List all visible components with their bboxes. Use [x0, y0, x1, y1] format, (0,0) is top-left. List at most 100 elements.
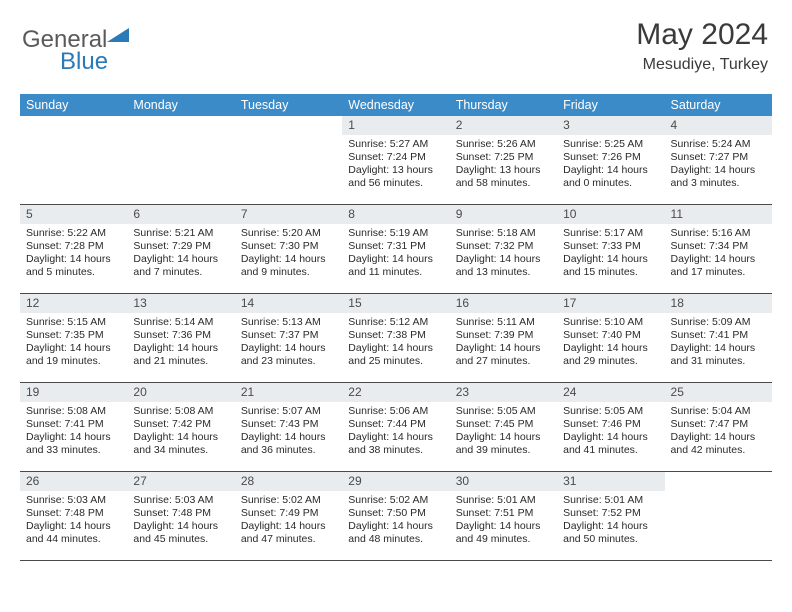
daylight-text: Daylight: 14 hours and 29 minutes.: [563, 342, 658, 368]
sunrise-text: Sunrise: 5:05 AM: [563, 405, 658, 418]
sunrise-text: Sunrise: 5:03 AM: [133, 494, 228, 507]
day-cell: 1Sunrise: 5:27 AMSunset: 7:24 PMDaylight…: [342, 116, 449, 204]
sunrise-text: Sunrise: 5:19 AM: [348, 227, 443, 240]
sunrise-text: Sunrise: 5:21 AM: [133, 227, 228, 240]
sunset-text: Sunset: 7:25 PM: [456, 151, 551, 164]
sunrise-text: Sunrise: 5:27 AM: [348, 138, 443, 151]
day-content: Sunrise: 5:04 AMSunset: 7:47 PMDaylight:…: [665, 402, 772, 462]
sunrise-text: Sunrise: 5:07 AM: [241, 405, 336, 418]
day-content: Sunrise: 5:15 AMSunset: 7:35 PMDaylight:…: [20, 313, 127, 373]
week-row: 12Sunrise: 5:15 AMSunset: 7:35 PMDayligh…: [20, 294, 772, 383]
sunset-text: Sunset: 7:33 PM: [563, 240, 658, 253]
day-cell: [20, 116, 127, 204]
daylight-text: Daylight: 14 hours and 15 minutes.: [563, 253, 658, 279]
daylight-text: Daylight: 14 hours and 25 minutes.: [348, 342, 443, 368]
day-number: [20, 116, 127, 135]
day-number: 24: [557, 383, 664, 402]
sunrise-text: Sunrise: 5:02 AM: [241, 494, 336, 507]
day-content: Sunrise: 5:01 AMSunset: 7:52 PMDaylight:…: [557, 491, 664, 551]
day-number: 4: [665, 116, 772, 135]
sunset-text: Sunset: 7:24 PM: [348, 151, 443, 164]
daylight-text: Daylight: 14 hours and 11 minutes.: [348, 253, 443, 279]
sunrise-text: Sunrise: 5:20 AM: [241, 227, 336, 240]
day-content: Sunrise: 5:08 AMSunset: 7:42 PMDaylight:…: [127, 402, 234, 462]
day-content: [127, 135, 234, 142]
day-content: [235, 135, 342, 142]
calendar: Sunday Monday Tuesday Wednesday Thursday…: [20, 94, 772, 561]
daylight-text: Daylight: 14 hours and 36 minutes.: [241, 431, 336, 457]
daylight-text: Daylight: 14 hours and 33 minutes.: [26, 431, 121, 457]
day-number: [235, 116, 342, 135]
day-number: 10: [557, 205, 664, 224]
day-number: 22: [342, 383, 449, 402]
day-number: 11: [665, 205, 772, 224]
daylight-text: Daylight: 14 hours and 44 minutes.: [26, 520, 121, 546]
day-number: 6: [127, 205, 234, 224]
weeks-container: 1Sunrise: 5:27 AMSunset: 7:24 PMDaylight…: [20, 116, 772, 561]
day-cell: 28Sunrise: 5:02 AMSunset: 7:49 PMDayligh…: [235, 472, 342, 560]
day-number: 5: [20, 205, 127, 224]
sunrise-text: Sunrise: 5:25 AM: [563, 138, 658, 151]
day-cell: 18Sunrise: 5:09 AMSunset: 7:41 PMDayligh…: [665, 294, 772, 382]
day-number: 13: [127, 294, 234, 313]
sunset-text: Sunset: 7:30 PM: [241, 240, 336, 253]
week-row: 1Sunrise: 5:27 AMSunset: 7:24 PMDaylight…: [20, 116, 772, 205]
daylight-text: Daylight: 14 hours and 13 minutes.: [456, 253, 551, 279]
day-number: 31: [557, 472, 664, 491]
day-cell: 26Sunrise: 5:03 AMSunset: 7:48 PMDayligh…: [20, 472, 127, 560]
daylight-text: Daylight: 14 hours and 9 minutes.: [241, 253, 336, 279]
header: GeneralBlue May 2024 Mesudiye, Turkey: [20, 18, 772, 90]
sunset-text: Sunset: 7:41 PM: [671, 329, 766, 342]
sunrise-text: Sunrise: 5:10 AM: [563, 316, 658, 329]
day-number: [127, 116, 234, 135]
day-number: 15: [342, 294, 449, 313]
day-cell: 23Sunrise: 5:05 AMSunset: 7:45 PMDayligh…: [450, 383, 557, 471]
day-content: Sunrise: 5:03 AMSunset: 7:48 PMDaylight:…: [127, 491, 234, 551]
day-content: Sunrise: 5:24 AMSunset: 7:27 PMDaylight:…: [665, 135, 772, 195]
day-content: Sunrise: 5:25 AMSunset: 7:26 PMDaylight:…: [557, 135, 664, 195]
sunrise-text: Sunrise: 5:11 AM: [456, 316, 551, 329]
sunrise-text: Sunrise: 5:12 AM: [348, 316, 443, 329]
day-number: 12: [20, 294, 127, 313]
sunset-text: Sunset: 7:44 PM: [348, 418, 443, 431]
day-content: Sunrise: 5:02 AMSunset: 7:50 PMDaylight:…: [342, 491, 449, 551]
sunrise-text: Sunrise: 5:08 AM: [26, 405, 121, 418]
sunset-text: Sunset: 7:48 PM: [133, 507, 228, 520]
day-content: Sunrise: 5:13 AMSunset: 7:37 PMDaylight:…: [235, 313, 342, 373]
sunset-text: Sunset: 7:36 PM: [133, 329, 228, 342]
day-content: Sunrise: 5:02 AMSunset: 7:49 PMDaylight:…: [235, 491, 342, 551]
day-content: [20, 135, 127, 142]
weekday-3: Wednesday: [342, 94, 449, 116]
daylight-text: Daylight: 14 hours and 7 minutes.: [133, 253, 228, 279]
sunset-text: Sunset: 7:49 PM: [241, 507, 336, 520]
day-number: 28: [235, 472, 342, 491]
daylight-text: Daylight: 14 hours and 23 minutes.: [241, 342, 336, 368]
sunset-text: Sunset: 7:26 PM: [563, 151, 658, 164]
title-block: May 2024 Mesudiye, Turkey: [636, 18, 768, 74]
day-number: 21: [235, 383, 342, 402]
sunset-text: Sunset: 7:35 PM: [26, 329, 121, 342]
weekday-0: Sunday: [20, 94, 127, 116]
day-number: 7: [235, 205, 342, 224]
daylight-text: Daylight: 14 hours and 41 minutes.: [563, 431, 658, 457]
day-content: Sunrise: 5:06 AMSunset: 7:44 PMDaylight:…: [342, 402, 449, 462]
weekday-header: Sunday Monday Tuesday Wednesday Thursday…: [20, 94, 772, 116]
day-content: Sunrise: 5:20 AMSunset: 7:30 PMDaylight:…: [235, 224, 342, 284]
daylight-text: Daylight: 14 hours and 45 minutes.: [133, 520, 228, 546]
day-content: Sunrise: 5:18 AMSunset: 7:32 PMDaylight:…: [450, 224, 557, 284]
weekday-4: Thursday: [450, 94, 557, 116]
day-number: 3: [557, 116, 664, 135]
day-content: Sunrise: 5:07 AMSunset: 7:43 PMDaylight:…: [235, 402, 342, 462]
day-cell: 16Sunrise: 5:11 AMSunset: 7:39 PMDayligh…: [450, 294, 557, 382]
day-number: 16: [450, 294, 557, 313]
daylight-text: Daylight: 14 hours and 17 minutes.: [671, 253, 766, 279]
sunset-text: Sunset: 7:32 PM: [456, 240, 551, 253]
day-cell: 5Sunrise: 5:22 AMSunset: 7:28 PMDaylight…: [20, 205, 127, 293]
day-cell: 24Sunrise: 5:05 AMSunset: 7:46 PMDayligh…: [557, 383, 664, 471]
day-content: Sunrise: 5:10 AMSunset: 7:40 PMDaylight:…: [557, 313, 664, 373]
day-cell: 27Sunrise: 5:03 AMSunset: 7:48 PMDayligh…: [127, 472, 234, 560]
daylight-text: Daylight: 14 hours and 50 minutes.: [563, 520, 658, 546]
daylight-text: Daylight: 14 hours and 48 minutes.: [348, 520, 443, 546]
sunset-text: Sunset: 7:47 PM: [671, 418, 766, 431]
day-number: 8: [342, 205, 449, 224]
